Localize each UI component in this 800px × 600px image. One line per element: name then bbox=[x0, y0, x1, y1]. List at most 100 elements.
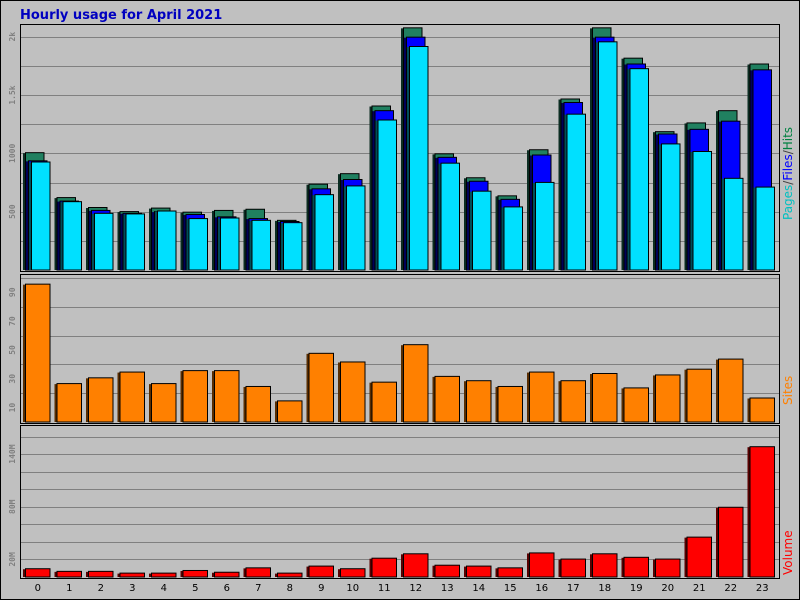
hits-bar-shadow bbox=[404, 37, 406, 270]
volume-bar-volume-23 bbox=[749, 446, 775, 578]
hits-bar-shadow bbox=[467, 181, 469, 270]
hits-bar-pages-21 bbox=[692, 151, 712, 271]
hits-bar-shadow bbox=[750, 70, 753, 270]
sites-bar-shadow bbox=[464, 381, 466, 422]
hits-axis-label-part: Files bbox=[781, 154, 795, 180]
volume-bar-volume-6 bbox=[214, 571, 240, 578]
volume-bar-shadow bbox=[558, 559, 561, 577]
volume-bar-shadow bbox=[369, 558, 372, 577]
volume-bar-shadow bbox=[464, 566, 466, 577]
volume-y-tick-label: 140M bbox=[8, 444, 17, 463]
x-tick-label: 17 bbox=[567, 583, 580, 594]
hits-bar-shadow bbox=[561, 103, 564, 270]
x-tick-label: 3 bbox=[129, 583, 135, 594]
sites-bar-sites-0 bbox=[25, 283, 51, 423]
hits-bar-shadow bbox=[26, 161, 28, 270]
volume-bar-shadow bbox=[306, 566, 309, 577]
sites-bar-shadow bbox=[558, 381, 561, 422]
x-tick-label: 0 bbox=[35, 583, 41, 594]
sites-bar-shadow bbox=[212, 371, 214, 422]
hits-bar-shadow bbox=[470, 191, 472, 270]
volume-bar-volume-7 bbox=[245, 567, 271, 578]
volume-bar-shadow bbox=[432, 565, 435, 577]
hits-bar-shadow bbox=[117, 212, 120, 270]
volume-bar-volume-0 bbox=[25, 568, 51, 578]
volume-bar-shadow bbox=[23, 569, 25, 577]
hits-bar-shadow bbox=[659, 144, 661, 270]
hits-bar-shadow bbox=[312, 195, 315, 270]
x-tick-label: 12 bbox=[409, 583, 422, 594]
x-tick-label: 20 bbox=[661, 583, 674, 594]
sites-bar-shadow bbox=[716, 359, 718, 422]
hits-bar-shadow bbox=[155, 211, 157, 270]
sites-bar-shadow bbox=[243, 386, 246, 422]
sites-bar-shadow bbox=[401, 345, 403, 422]
sites-bar-sites-7 bbox=[245, 385, 271, 423]
volume-bar-shadow bbox=[86, 571, 88, 577]
volume-bar-volume-20 bbox=[655, 558, 681, 578]
hits-y-tick-label: 2k bbox=[8, 32, 17, 42]
sites-bar-sites-2 bbox=[88, 377, 114, 423]
hits-bar-shadow bbox=[246, 219, 249, 270]
sites-bar-shadow bbox=[369, 382, 372, 422]
hits-bar-shadow bbox=[687, 129, 690, 270]
hits-bar-shadow bbox=[306, 184, 309, 270]
hits-bar-shadow bbox=[590, 28, 592, 271]
hits-bar-shadow bbox=[218, 218, 220, 270]
volume-bar-shadow bbox=[243, 568, 246, 577]
hits-bar-shadow bbox=[278, 222, 280, 270]
hits-bar-pages-1 bbox=[62, 201, 82, 271]
sites-bar-sites-13 bbox=[434, 375, 460, 423]
volume-bar-volume-17 bbox=[560, 558, 586, 578]
volume-bar-shadow bbox=[653, 559, 655, 577]
volume-bar-volume-22 bbox=[718, 506, 744, 578]
volume-bar-volume-2 bbox=[88, 570, 114, 578]
volume-bar-shadow bbox=[180, 570, 183, 577]
sites-bar-shadow bbox=[621, 388, 624, 422]
hits-bar-pages-18 bbox=[598, 41, 618, 271]
hits-bar-shadow bbox=[23, 153, 25, 270]
sites-y-tick-label: 70 bbox=[8, 316, 17, 326]
volume-bar-shadow bbox=[495, 568, 498, 577]
sites-bar-shadow bbox=[180, 371, 183, 422]
hits-bar-shadow bbox=[624, 64, 627, 270]
volume-bar-shadow bbox=[590, 554, 592, 577]
sites-bar-sites-15 bbox=[497, 385, 523, 423]
hits-bar-shadow bbox=[86, 208, 88, 270]
hits-bar-shadow bbox=[684, 123, 687, 271]
sites-bar-shadow bbox=[653, 375, 655, 422]
hits-bar-pages-0 bbox=[31, 161, 51, 271]
hits-bar-shadow bbox=[375, 120, 378, 270]
sites-bar-sites-9 bbox=[308, 352, 334, 423]
volume-bar-volume-9 bbox=[308, 565, 334, 578]
sites-axis-label: Sites bbox=[781, 376, 795, 405]
sites-bar-sites-23 bbox=[749, 397, 775, 423]
sites-bar-shadow bbox=[495, 386, 498, 422]
x-tick-label: 13 bbox=[441, 583, 454, 594]
sites-bar-sites-4 bbox=[151, 383, 177, 423]
y-tick-labels: 500 1000 1.5k 2k 10 30 50 70 90 20M 80M 140M bbox=[8, 32, 17, 567]
volume-bar-shadow bbox=[684, 537, 687, 577]
x-tick-label: 18 bbox=[598, 583, 611, 594]
hits-bar-shadow bbox=[123, 214, 126, 270]
hits-bar-pages-7 bbox=[251, 219, 271, 271]
hits-bar-shadow bbox=[149, 208, 151, 270]
hits-bar-shadow bbox=[464, 178, 466, 270]
hits-bar-shadow bbox=[558, 99, 561, 270]
x-tick-label: 21 bbox=[693, 583, 706, 594]
hits-bar-shadow bbox=[60, 202, 63, 270]
sites-bar-sites-20 bbox=[655, 374, 681, 423]
hits-bar-shadow bbox=[341, 180, 343, 270]
hits-bar-shadow bbox=[596, 42, 598, 271]
hits-bar-shadow bbox=[747, 64, 750, 270]
hits-bar-shadow bbox=[372, 111, 375, 271]
sites-y-tick-label: 30 bbox=[8, 374, 17, 384]
hits-bar-pages-20 bbox=[661, 143, 681, 271]
volume-bar-volume-16 bbox=[529, 552, 555, 578]
volume-bar-shadow bbox=[54, 571, 57, 577]
hits-bar-shadow bbox=[309, 189, 312, 270]
volume-bar-shadow bbox=[338, 569, 340, 577]
x-tick-label: 1 bbox=[66, 583, 72, 594]
